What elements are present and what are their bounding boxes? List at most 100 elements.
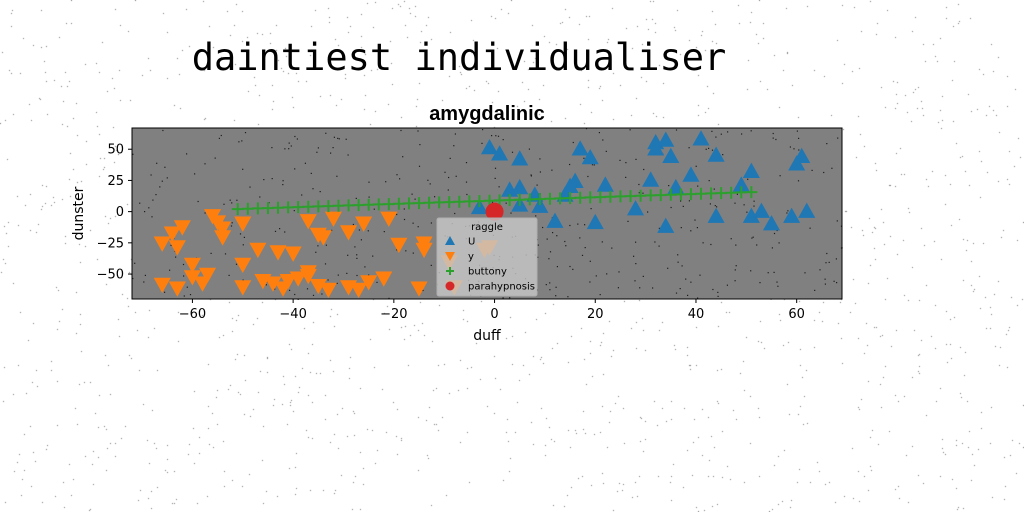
data-point-U: [742, 207, 760, 223]
y-axis-label: dunster: [71, 186, 87, 240]
data-point-y: [390, 237, 408, 254]
data-point-y: [168, 240, 186, 256]
y-tick-label: −50: [97, 268, 124, 283]
data-point-buttony: [543, 192, 556, 205]
data-point-y: [360, 275, 378, 291]
data-point-U: [762, 215, 781, 231]
legend-marker-y: [445, 252, 455, 261]
data-point-y: [214, 221, 232, 237]
data-point-buttony: [261, 202, 274, 215]
axes-frame: [131, 127, 843, 300]
figure-title: daintiest individualiser: [191, 36, 727, 79]
legend-entries: Uy buttony parahypnosis: [445, 236, 535, 293]
data-point-U: [657, 217, 675, 233]
legend-marker-U: [445, 236, 455, 245]
y-tick-label: −25: [97, 236, 124, 251]
y-axis-ticks: −50 −25 0 25 50: [97, 143, 132, 283]
data-point-y: [375, 271, 393, 287]
chart-title: amygdalinic: [429, 103, 545, 125]
x-tick-label: −40: [279, 307, 306, 322]
data-point-y: [279, 273, 297, 290]
data-point-buttony: [604, 190, 617, 203]
data-point-buttony: [533, 193, 546, 206]
data-point-y: [234, 216, 252, 232]
y-tick-label: 0: [116, 205, 124, 220]
legend-marker-buttony: [446, 267, 454, 275]
data-point-y: [198, 267, 217, 284]
data-point-U: [596, 176, 614, 192]
legend-marker-parahypnosis: [445, 281, 455, 291]
data-point-y: [324, 211, 342, 227]
data-point-buttony: [644, 189, 657, 202]
data-point-y: [380, 211, 398, 227]
data-point-buttony: [503, 194, 516, 207]
data-point-buttony: [523, 193, 536, 206]
data-point-buttony: [705, 187, 718, 200]
legend-box: [436, 217, 538, 297]
data-point-buttony: [352, 199, 365, 212]
data-point-y: [249, 242, 267, 259]
data-point-buttony: [372, 198, 385, 211]
data-point-buttony: [654, 189, 667, 202]
data-point-buttony: [241, 202, 254, 215]
data-point-buttony: [614, 190, 627, 203]
data-point-buttony: [574, 191, 587, 204]
data-point-U: [571, 140, 589, 156]
data-point-buttony: [443, 196, 456, 209]
data-point-buttony: [564, 192, 577, 205]
data-point-buttony: [513, 193, 526, 206]
data-point-buttony: [342, 199, 355, 212]
x-tick-label: −20: [380, 307, 407, 322]
data-point-buttony: [695, 187, 708, 200]
data-point-buttony: [463, 195, 476, 208]
legend-label-parahypnosis: parahypnosis: [468, 282, 535, 293]
data-point-U: [566, 172, 584, 188]
data-point-buttony: [292, 201, 305, 214]
data-point-buttony: [715, 187, 728, 200]
data-point-U: [647, 140, 665, 156]
data-point-y: [415, 242, 433, 259]
x-tick-label: 0: [490, 307, 498, 322]
data-point-U: [581, 148, 599, 165]
data-point-U: [511, 150, 529, 166]
x-axis-label: duff: [473, 328, 501, 344]
data-point-U: [626, 200, 645, 216]
data-point-y: [234, 280, 252, 296]
data-point-buttony: [413, 197, 426, 210]
data-point-U: [783, 207, 801, 223]
data-point-y: [284, 246, 302, 262]
data-point-buttony: [594, 191, 607, 204]
data-point-U: [707, 207, 725, 223]
data-point-buttony: [624, 190, 637, 203]
data-point-buttony: [735, 186, 748, 199]
data-point-U: [491, 145, 509, 161]
data-point-y: [299, 214, 317, 230]
data-point-U: [798, 202, 816, 218]
data-point-buttony: [402, 197, 415, 210]
data-point-buttony: [251, 202, 264, 215]
data-point-y: [153, 277, 171, 294]
series-U: [470, 130, 816, 233]
data-point-y: [183, 270, 201, 286]
data-point-y: [173, 220, 191, 236]
data-point-buttony: [554, 192, 567, 205]
data-point-buttony: [745, 186, 758, 199]
data-point-y: [289, 271, 307, 287]
data-point-y: [264, 276, 282, 292]
legend-label-y: y: [468, 252, 474, 263]
series-parahypnosis: [485, 202, 504, 221]
data-point-buttony: [392, 197, 405, 210]
data-point-U: [642, 171, 660, 187]
data-point-U: [662, 147, 680, 164]
data-point-U: [707, 146, 725, 162]
x-tick-label: 60: [788, 307, 805, 322]
data-point-U: [732, 176, 750, 192]
data-point-y: [153, 236, 171, 252]
data-point-y: [168, 281, 186, 297]
data-point-y: [234, 257, 252, 274]
data-point-U: [692, 130, 710, 146]
data-point-U: [546, 212, 564, 228]
y-tick-label: 25: [107, 174, 124, 189]
data-point-buttony: [423, 196, 436, 209]
